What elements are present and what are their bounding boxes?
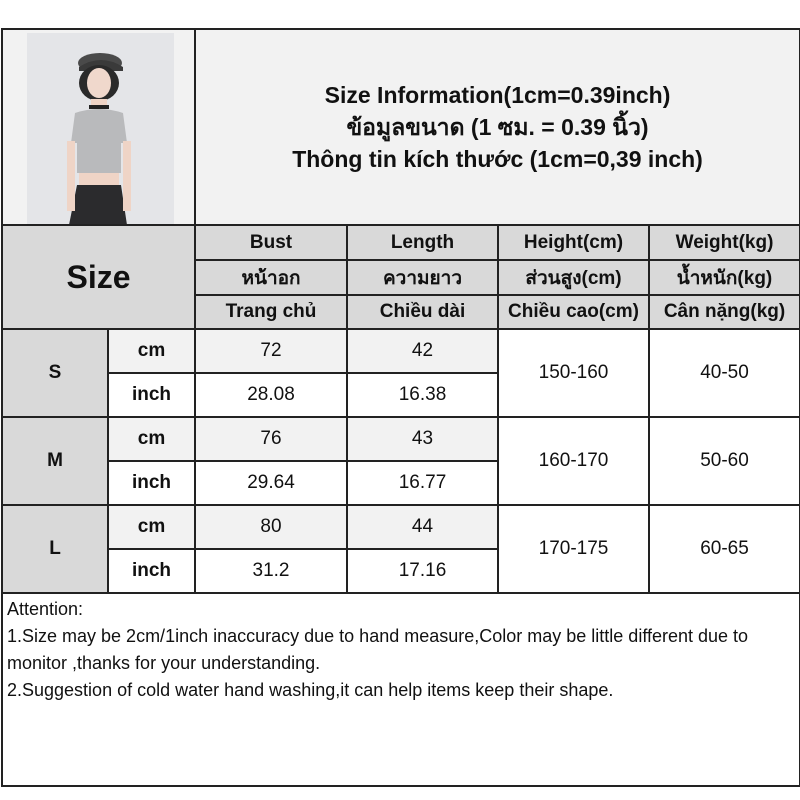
column-header-bust-vi: Trang chủ [194,294,348,330]
column-header-length-th: ความยาว [346,259,499,296]
length-inch: 16.38 [346,372,499,418]
unit-cm: cm [107,416,196,462]
length-inch: 16.77 [346,460,499,506]
length-cm: 43 [346,416,499,462]
attention-heading: Attention: [7,599,84,619]
unit-cm: cm [107,328,196,374]
length-inch: 17.16 [346,548,499,594]
size-label: S [1,328,109,418]
unit-inch: inch [107,372,196,418]
product-photo-cell [1,28,196,226]
bust-inch: 28.08 [194,372,348,418]
size-information-title: Size Information(1cm=0.39inch) ข้อมูลขนา… [193,28,800,226]
height-range: 160-170 [497,416,650,506]
column-header-height: Height(cm) [497,224,650,261]
weight-range: 60-65 [647,504,800,594]
attention-note-1: 1.Size may be 2cm/1inch inaccuracy due t… [7,626,749,673]
height-range: 150-160 [497,328,650,418]
column-header-weight: Weight(kg) [647,224,800,261]
title-th: ข้อมูลขนาด (1 ซม. = 0.39 นิ้ว) [346,114,649,140]
bust-cm: 72 [194,328,348,374]
weight-range: 50-60 [647,416,800,506]
column-header-bust-th: หน้าอก [194,259,348,296]
size-chart-table: Size Information(1cm=0.39inch) ข้อมูลขนา… [0,28,800,787]
column-header-length-vi: Chiều dài [346,294,499,330]
unit-inch: inch [107,548,196,594]
bust-inch: 31.2 [194,548,348,594]
attention-note-2: 2.Suggestion of cold water hand washing,… [7,680,614,700]
column-header-bust: Bust [194,224,348,261]
product-photo [27,33,174,223]
length-cm: 44 [346,504,499,550]
bust-cm: 80 [194,504,348,550]
column-header-weight-vi: Cân nặng(kg) [647,294,800,330]
unit-inch: inch [107,460,196,506]
attention-notes: Attention: 1.Size may be 2cm/1inch inacc… [0,592,800,787]
bust-inch: 29.64 [194,460,348,506]
size-label: M [1,416,109,506]
column-header-height-th: ส่วนสูง(cm) [497,259,650,296]
weight-range: 40-50 [647,328,800,418]
bust-cm: 76 [194,416,348,462]
height-range: 170-175 [497,504,650,594]
size-header: Size [1,224,196,330]
title-vi: Thông tin kích thước (1cm=0,39 inch) [292,146,703,172]
column-header-height-vi: Chiều cao(cm) [497,294,650,330]
size-label: L [1,504,109,594]
title-en: Size Information(1cm=0.39inch) [324,82,671,108]
column-header-length: Length [346,224,499,261]
column-header-weight-th: น้ำหนัก(kg) [647,259,800,296]
unit-cm: cm [107,504,196,550]
length-cm: 42 [346,328,499,374]
